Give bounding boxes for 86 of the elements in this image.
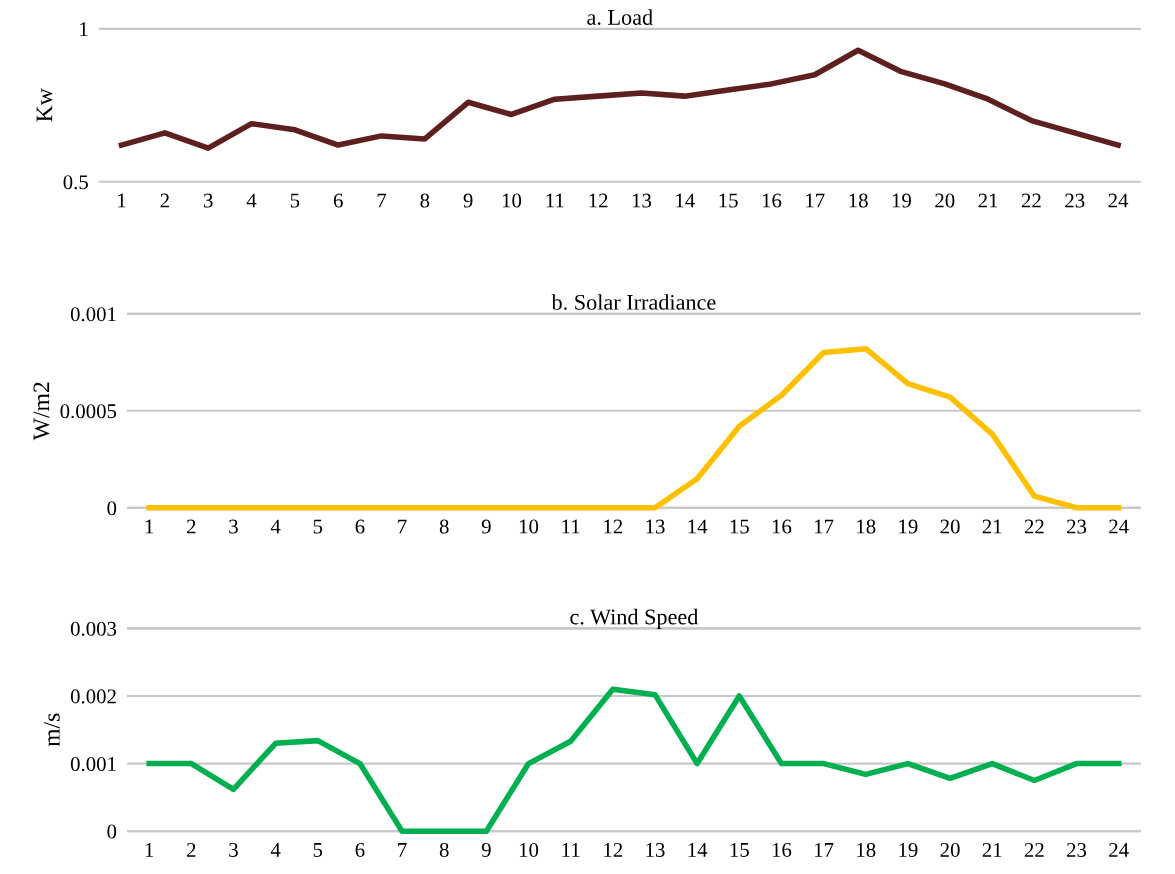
x-tick-label: 11 — [562, 519, 580, 534]
x-tick-label: 13 — [632, 193, 652, 208]
x-tick-label: 24 — [1108, 193, 1129, 208]
x-tick-label: 9 — [463, 193, 473, 208]
x-tick-label: 19 — [899, 842, 918, 857]
x-tick-label: 1 — [145, 842, 154, 857]
x-tick-label: 14 — [676, 193, 695, 208]
x-tick-label: 3 — [203, 193, 213, 208]
x-tick-label: 20 — [935, 193, 955, 208]
x-tick-label: 5 — [313, 843, 323, 857]
x-tick-label: 24 — [1109, 519, 1129, 534]
x-tick-label: 3 — [229, 842, 238, 857]
x-tick-label: 11 — [562, 842, 580, 857]
x-tick-label: 13 — [646, 519, 665, 534]
x-tick-label: 14 — [688, 519, 708, 534]
x-tick-label: 6 — [355, 519, 365, 534]
x-tick-label: 5 — [313, 519, 323, 534]
x-tick-label: 15 — [730, 519, 749, 534]
chart-title: b. Solar Irradiance — [551, 294, 716, 310]
x-tick-label: 22 — [1021, 193, 1041, 208]
y-tick-label: 0.0005 — [60, 404, 117, 419]
x-tick-label: 8 — [439, 842, 449, 857]
x-tick-label: 2 — [187, 519, 196, 534]
y-tick-label: 0 — [107, 501, 117, 516]
x-tick-label: 12 — [604, 519, 623, 534]
y-tick-label: 0 — [107, 824, 117, 839]
x-tick-label: 19 — [899, 519, 918, 534]
x-tick-label: 21 — [982, 842, 1002, 857]
x-tick-label: 20 — [940, 842, 960, 857]
x-tick-label: 23 — [1067, 519, 1087, 534]
x-tick-label: 9 — [481, 519, 491, 534]
x-tick-label: 5 — [290, 193, 300, 208]
x-tick-label: 3 — [229, 519, 238, 534]
x-tick-label: 6 — [355, 842, 365, 857]
x-tick-label: 16 — [762, 193, 782, 208]
x-tick-label: 24 — [1109, 842, 1129, 857]
x-tick-label: 22 — [1024, 842, 1044, 857]
x-tick-label: 11 — [546, 193, 564, 208]
x-tick-label: 10 — [502, 193, 522, 208]
y-tick-label: 1 — [80, 22, 88, 37]
x-tick-label: 19 — [892, 193, 912, 208]
x-tick-label: 7 — [377, 193, 387, 208]
x-tick-label: 17 — [806, 193, 825, 208]
x-tick-label: 20 — [940, 519, 960, 534]
x-tick-label: 9 — [481, 842, 491, 857]
x-tick-label: 21 — [982, 519, 1002, 534]
x-tick-label: 14 — [688, 842, 708, 857]
x-tick-label: 4 — [270, 843, 281, 857]
x-tick-label: 1 — [145, 519, 154, 534]
x-tick-label: 2 — [160, 193, 169, 208]
y-axis-title: Kw — [36, 88, 53, 122]
x-tick-label: 2 — [187, 842, 196, 857]
y-tick-label: 0.003 — [70, 621, 117, 636]
chart-title: a. Load — [587, 9, 653, 25]
x-tick-label: 23 — [1065, 193, 1085, 208]
x-tick-label: 10 — [519, 519, 539, 534]
x-tick-label: 21 — [978, 193, 998, 208]
x-tick-label: 16 — [772, 842, 792, 857]
x-tick-label: 16 — [772, 519, 792, 534]
x-tick-label: 15 — [719, 193, 738, 208]
x-tick-label: 7 — [398, 843, 407, 857]
y-tick-label: 0.5 — [63, 175, 88, 190]
x-tick-label: 6 — [333, 193, 343, 208]
x-tick-label: 4 — [270, 519, 281, 534]
x-tick-label: 23 — [1067, 842, 1087, 857]
x-tick-label: 8 — [439, 519, 449, 534]
x-tick-label: 8 — [420, 193, 430, 208]
x-tick-label: 18 — [857, 842, 876, 857]
y-tick-label: 0.001 — [70, 756, 116, 772]
x-tick-label: 12 — [604, 842, 623, 857]
chart-title: c. Wind Speed — [570, 608, 699, 629]
x-tick-label: 17 — [815, 519, 834, 534]
x-tick-label: 22 — [1024, 519, 1044, 534]
x-tick-label: 15 — [730, 842, 749, 857]
x-tick-label: 17 — [815, 842, 834, 857]
x-tick-label: 18 — [849, 193, 868, 208]
y-tick-label: 0.001 — [70, 307, 116, 322]
y-axis-title: m/s — [43, 713, 60, 747]
x-tick-label: 10 — [519, 842, 539, 857]
x-tick-label: 12 — [589, 193, 608, 208]
x-tick-label: 4 — [246, 193, 257, 208]
y-axis-title: W/m2 — [33, 382, 50, 441]
x-tick-label: 13 — [646, 842, 665, 857]
y-tick-label: 0.002 — [70, 689, 116, 704]
x-tick-label: 18 — [857, 519, 876, 534]
x-tick-label: 7 — [398, 519, 407, 534]
